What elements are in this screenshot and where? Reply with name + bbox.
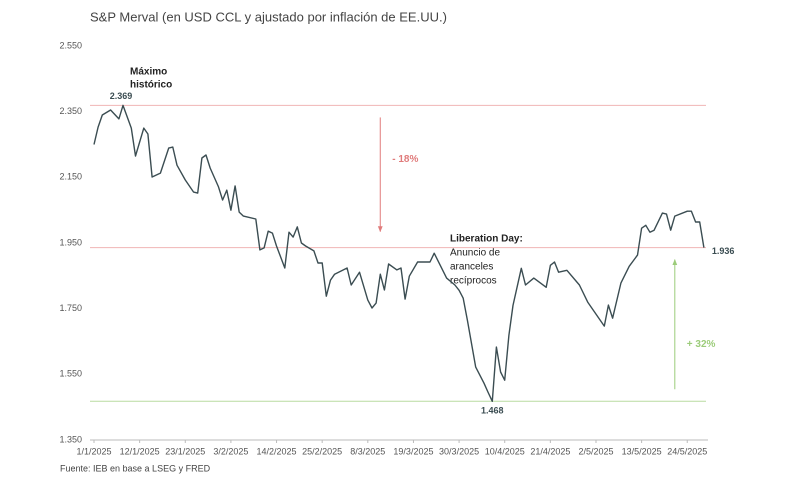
y-tick-label: 2.350 (59, 106, 82, 116)
source: Fuente: IEB en base a LSEG y FRED (60, 463, 211, 473)
annotation-line: Anuncio de (450, 248, 500, 259)
point-label: 2.369 (110, 91, 133, 101)
y-tick-label: 2.150 (59, 172, 82, 182)
point-label: 1.936 (712, 246, 735, 256)
x-tick-label: 24/5/2025 (667, 446, 707, 456)
chart-title: S&P Merval (en USD CCL y ajustado por in… (90, 9, 447, 24)
annotation-line: recíprocos (450, 276, 497, 287)
x-tick-label: 14/2/2025 (257, 446, 297, 456)
x-tick-label: 1/1/2025 (76, 446, 111, 456)
price-line (93, 104, 705, 402)
change-label: + 32% (687, 339, 716, 350)
y-tick-label: 1.750 (59, 303, 82, 313)
x-tick-label: 3/2/2025 (213, 446, 248, 456)
change-label: - 18% (392, 154, 418, 165)
x-tick-label: 23/1/2025 (165, 446, 205, 456)
x-tick-label: 8/3/2025 (350, 446, 385, 456)
x-tick-label: 10/4/2025 (485, 446, 525, 456)
annotation-line: histórico (130, 80, 172, 91)
x-tick-label: 12/1/2025 (120, 446, 160, 456)
x-tick-label: 13/5/2025 (622, 446, 662, 456)
annotation-title: Liberation Day: (450, 234, 523, 245)
y-tick-label: 1.550 (59, 369, 82, 379)
x-tick-label: 2/5/2025 (578, 446, 613, 456)
annotation-title: Máximo (130, 67, 167, 78)
y-tick-label: 1.950 (59, 237, 82, 247)
annotation-line: aranceles (450, 262, 493, 273)
x-tick-label: 25/2/2025 (302, 446, 342, 456)
point-label: 1.468 (481, 406, 504, 416)
x-tick-label: 30/3/2025 (439, 446, 479, 456)
x-tick-label: 19/3/2025 (393, 446, 433, 456)
y-tick-label: 2.550 (59, 40, 82, 50)
y-tick-label: 1.350 (59, 434, 82, 444)
x-tick-label: 21/4/2025 (530, 446, 570, 456)
